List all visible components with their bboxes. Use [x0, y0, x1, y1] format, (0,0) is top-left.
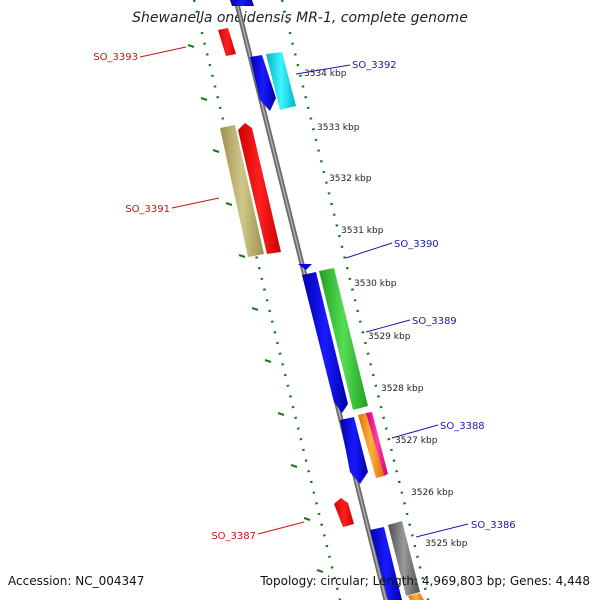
forward-gene-SO_3388-orange[interactable] — [358, 413, 384, 478]
forward-gene-SO_3392-blue[interactable] — [250, 55, 276, 111]
tick-label: 3533 kbp — [317, 123, 360, 133]
forward-gene-blue-top[interactable] — [230, 0, 254, 6]
map-title: Shewanella oneidensis MR-1, complete gen… — [132, 10, 468, 26]
tick-label: 3532 kbp — [329, 174, 372, 184]
tick-label: 3534 kbp — [304, 69, 347, 79]
tick-label: 3529 kbp — [368, 332, 411, 342]
gene-label-SO_3390[interactable]: SO_3390 — [394, 239, 439, 250]
reverse-gene-SO_3387[interactable] — [334, 498, 354, 527]
topology-text: Topology: circular; Length: 4,969,803 bp… — [259, 574, 590, 588]
forward-gene-SO_3389-blue[interactable] — [302, 272, 348, 413]
tick-label: 3530 kbp — [354, 279, 397, 289]
gene-label-SO_3388[interactable]: SO_3388 — [440, 421, 485, 432]
tick-label: 3526 kbp — [411, 488, 454, 498]
forward-gene-SO_3389-green[interactable] — [319, 268, 368, 410]
accession-text: Accession: NC_004347 — [8, 574, 144, 588]
tick-label: 3531 kbp — [341, 226, 384, 236]
gene-label-SO_3389[interactable]: SO_3389 — [412, 316, 457, 327]
tick-label: 3527 kbp — [395, 436, 438, 446]
forward-gene-SO_3388-blue[interactable] — [340, 417, 368, 484]
gene-label-SO_3391[interactable]: SO_3391 — [125, 204, 170, 215]
tick-label: 3525 kbp — [425, 539, 468, 549]
gene-label-SO_3392[interactable]: SO_3392 — [352, 60, 397, 71]
gene-labels: SO_3393 SO_3392 SO_3391 SO_3390 SO_3389 SO_33… — [93, 52, 515, 542]
tick-labels: 3534 kbp 3533 kbp 3532 kbp 3531 kbp 3530 kbp… — [304, 69, 468, 549]
gene-label-SO_3393[interactable]: SO_3393 — [93, 52, 138, 63]
forward-gene-SO_3386-blue[interactable] — [370, 527, 402, 600]
forward-gene-SO_3388-magenta[interactable] — [366, 412, 388, 476]
outer-guide-left — [192, 0, 342, 600]
left-minor-ticks — [187, 44, 324, 573]
forward-gene-bottom-orange[interactable] — [408, 593, 424, 600]
gene-label-SO_3387[interactable]: SO_3387 — [211, 531, 256, 542]
gene-label-SO_3386[interactable]: SO_3386 — [471, 520, 516, 531]
forward-gene-SO_3386-gray[interactable] — [388, 521, 420, 596]
tick-label: 3528 kbp — [381, 384, 424, 394]
forward-gene-SO_3392-cyan[interactable] — [266, 52, 296, 110]
outer-guide-right — [280, 0, 430, 600]
reverse-gene-SO_3391-red[interactable] — [238, 123, 281, 254]
reverse-gene-SO_3393[interactable] — [218, 28, 236, 56]
leader-lines — [139, 46, 469, 538]
reverse-gene-SO_3391-olive[interactable] — [220, 125, 264, 257]
forward-gene-SO_3390[interactable] — [298, 264, 312, 270]
